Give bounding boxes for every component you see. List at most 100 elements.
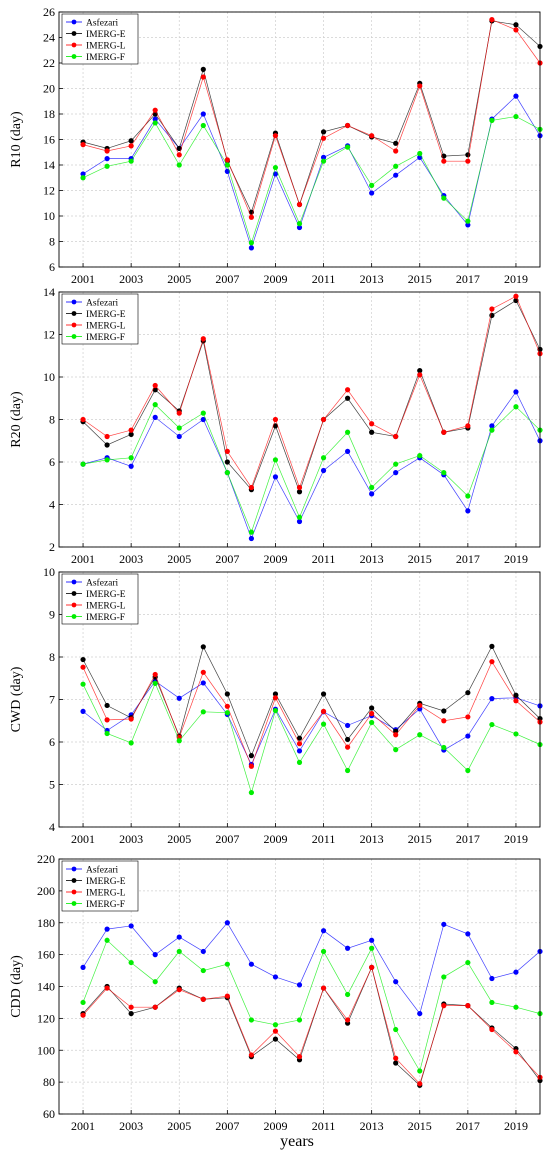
y-axis-label: CDD (day)	[9, 955, 24, 1018]
data-point-imerg-f	[248, 789, 254, 796]
data-point-imerg-f	[441, 470, 447, 476]
series-line-asfezari	[82, 680, 541, 766]
data-point-imerg-l	[176, 987, 182, 993]
data-point-imerg-l	[152, 382, 158, 389]
data-point-imerg-f	[393, 747, 399, 753]
data-point-asfezari	[465, 733, 471, 739]
x-tick-label: 2009	[263, 552, 287, 566]
x-tick-label: 2003	[119, 1119, 143, 1133]
data-point-imerg-f	[296, 221, 303, 227]
plot-frame	[58, 11, 541, 268]
data-point-imerg-f	[369, 945, 375, 951]
x-tick-label: 2013	[360, 552, 384, 566]
data-point-imerg-f	[272, 707, 279, 714]
data-point-imerg-l	[296, 1054, 303, 1060]
x-tick-label: 2011	[312, 272, 336, 286]
x-tick-label: 2001	[71, 272, 95, 286]
data-point-imerg-l	[200, 669, 206, 675]
x-tick-label: 2005	[167, 832, 191, 846]
x-tick-label: 2003	[119, 832, 143, 846]
data-point-imerg-l	[128, 1004, 134, 1010]
data-point-asfezari	[393, 470, 399, 476]
y-tick-label: 120	[37, 1011, 55, 1025]
data-point-asfezari	[176, 934, 182, 940]
x-tick-label: 2017	[456, 832, 480, 846]
data-point-imerg-l	[345, 122, 351, 129]
data-point-imerg-f	[152, 979, 158, 985]
data-point-asfezari	[200, 416, 206, 423]
x-tick-label: 2005	[167, 1119, 191, 1133]
data-point-imerg-e	[465, 690, 471, 696]
x-tick-label: 2007	[215, 552, 239, 566]
legend-marker-imerg-e	[71, 591, 77, 596]
data-point-imerg-f	[369, 182, 375, 188]
data-point-imerg-l	[441, 718, 447, 724]
legend-marker-asfezari	[71, 19, 77, 25]
y-tick-label: 10	[43, 209, 55, 223]
data-point-imerg-l	[441, 429, 447, 435]
y-tick-label: 24	[43, 31, 55, 45]
data-point-asfezari	[200, 680, 206, 686]
data-point-asfezari	[393, 979, 399, 985]
legend-marker-imerg-f	[71, 614, 77, 619]
legend-label-asfezari: Asfezari	[86, 18, 119, 29]
x-tick-label: 2015	[408, 552, 432, 566]
data-point-imerg-l	[128, 427, 134, 433]
data-point-imerg-l	[489, 659, 495, 665]
y-tick-label: 8	[49, 413, 55, 427]
series-line-imerg-e	[82, 299, 541, 493]
legend-label-asfezari: Asfezari	[86, 578, 119, 589]
data-point-imerg-f	[296, 514, 303, 520]
data-point-imerg-f	[224, 961, 230, 967]
data-point-imerg-l	[176, 152, 182, 158]
y-tick-label: 6	[49, 260, 55, 274]
data-point-imerg-l	[224, 703, 230, 709]
data-point-imerg-f	[489, 427, 495, 433]
y-tick-label: 18	[43, 107, 55, 121]
x-tick-label: 2017	[456, 272, 480, 286]
legend-label-imerg-f: IMERG-F	[86, 53, 125, 63]
data-point-imerg-f	[152, 402, 158, 408]
legend-marker-asfezari	[71, 866, 77, 872]
legend-label-imerg-l: IMERG-L	[86, 602, 126, 612]
x-tick-label: 2005	[167, 272, 191, 286]
data-point-imerg-f	[345, 429, 351, 435]
series-line-imerg-f	[82, 939, 541, 1072]
data-point-imerg-e	[104, 442, 110, 448]
y-tick-label: 16	[43, 133, 55, 147]
data-point-imerg-f	[489, 117, 495, 123]
y-tick-label: 26	[43, 5, 55, 19]
x-tick-label: 2015	[408, 272, 432, 286]
chart-1: 2 4 6 8 10 12 14 2001 2003 2005 2007 2009 2011 2013 20…	[9, 285, 543, 566]
data-point-imerg-e	[369, 429, 375, 435]
data-point-imerg-f	[393, 1026, 399, 1033]
data-point-imerg-f	[272, 457, 279, 463]
data-point-imerg-l	[104, 717, 110, 723]
data-point-imerg-f	[128, 158, 134, 164]
data-point-asfezari	[80, 171, 86, 177]
data-point-imerg-f	[513, 731, 519, 737]
data-point-imerg-e	[200, 644, 206, 650]
data-point-imerg-l	[80, 664, 86, 670]
data-point-imerg-l	[272, 695, 279, 701]
data-point-imerg-l	[513, 1049, 519, 1055]
data-point-asfezari	[80, 708, 86, 715]
data-point-imerg-f	[441, 974, 447, 980]
data-point-imerg-l	[296, 741, 303, 747]
data-point-imerg-f	[513, 1004, 519, 1010]
data-point-imerg-f	[513, 113, 519, 120]
y-tick-label: 2	[49, 540, 55, 554]
x-tick-label: 2019	[504, 272, 528, 286]
data-point-imerg-e	[200, 66, 206, 72]
data-point-imerg-f	[80, 999, 86, 1006]
data-point-imerg-l	[513, 293, 519, 299]
data-point-asfezari	[296, 224, 303, 231]
data-point-imerg-l	[104, 985, 110, 991]
data-point-imerg-f	[128, 740, 134, 746]
data-point-imerg-f	[465, 959, 471, 966]
data-point-imerg-e	[345, 736, 351, 743]
data-point-asfezari	[248, 245, 254, 251]
data-point-imerg-l	[465, 714, 471, 720]
data-point-imerg-l	[224, 157, 230, 163]
